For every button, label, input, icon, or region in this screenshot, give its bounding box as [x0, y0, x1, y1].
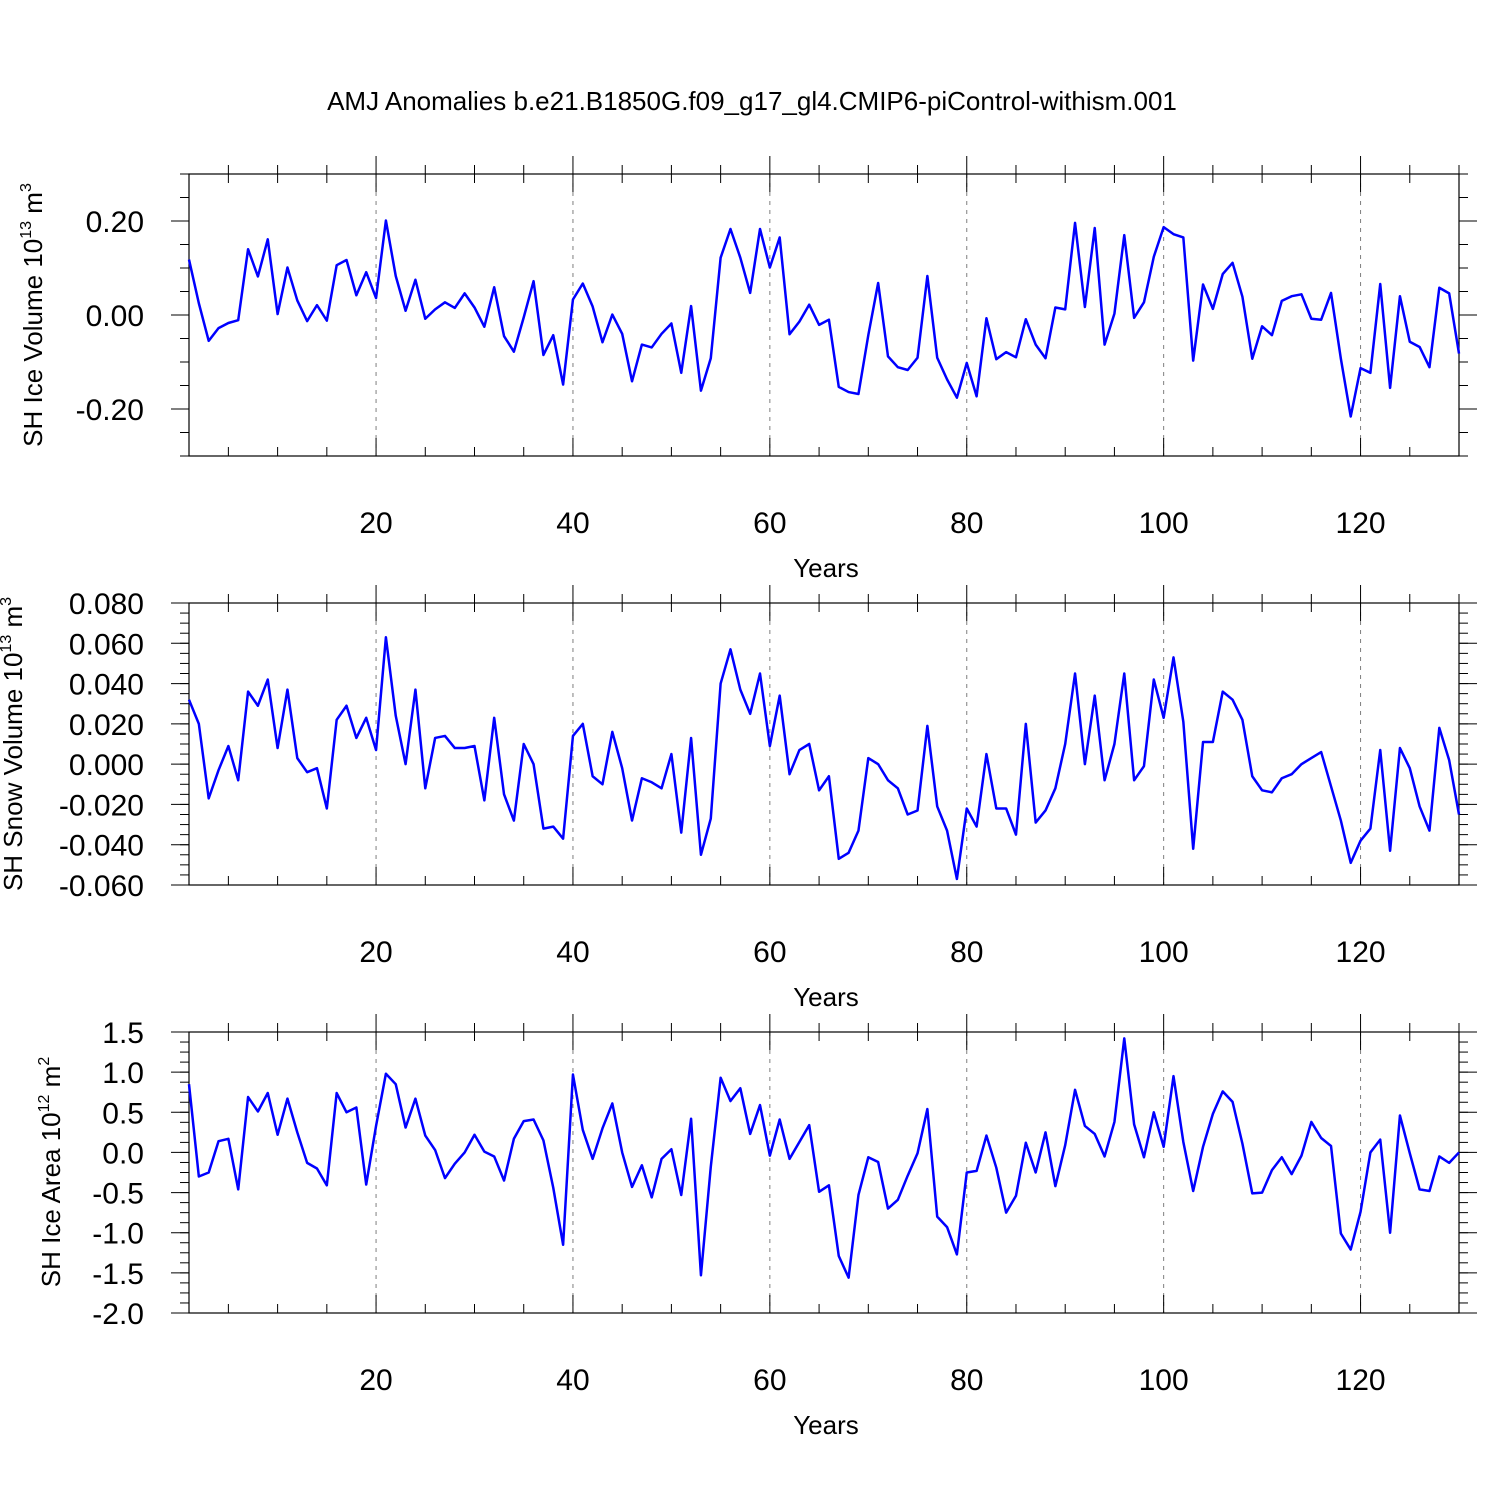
ice-area-y-label-text: SH Ice Area 10	[36, 1112, 66, 1287]
snow-volume-panel: 20 40 60 80 100 120 -0.060 -0.040 -0.020 0.000 0.0…	[0, 585, 1477, 1012]
ice-area-x-tick-label: 80	[950, 1364, 983, 1397]
ice-area-y-label-superscript: 12	[36, 1094, 53, 1112]
ice-volume-x-tick-label: 100	[1139, 507, 1189, 540]
snow-volume-y-label-text: m	[0, 606, 28, 635]
ice-area-panel: 20 40 60 80 100 120 -2.0 -1.5 -1.0 -0.5 0.0 0.5 1.0 1…	[36, 1014, 1477, 1440]
ice-volume-y-label-superscript: 13	[18, 221, 35, 239]
snow-volume-x-tick-label: 60	[753, 936, 786, 969]
snow-volume-x-tick-label: 20	[359, 936, 392, 969]
ice-volume-y-label-text: m	[18, 192, 48, 221]
ice-area-y-axis-label: SH Ice Area 1012 m2	[36, 1057, 66, 1288]
ice-volume-y-tick-label: 0.00	[86, 300, 144, 333]
ice-area-x-tick-label: 120	[1336, 1364, 1386, 1397]
ice-area-y-tick-label: -1.5	[92, 1258, 144, 1291]
snow-volume-y-tick-label: -0.060	[59, 870, 144, 903]
ice-volume-x-axis-label: Years	[793, 553, 859, 583]
snow-volume-y-tick-label: 0.040	[69, 669, 144, 702]
snow-volume-y-tick-label: 0.020	[69, 709, 144, 742]
snow-volume-x-axis-label: Years	[793, 982, 859, 1012]
ice-area-x-tick-label: 40	[556, 1364, 589, 1397]
ice-volume-panel: 20 40 60 80 100 120 -0.20 0.00 0.20 Years SH Ice V…	[18, 156, 1477, 583]
ice-volume-y-label-superscript: 3	[18, 183, 35, 192]
ice-volume-x-tick-label: 60	[753, 507, 786, 540]
ice-area-y-tick-label: -2.0	[92, 1298, 144, 1331]
ice-area-y-label-superscript: 2	[36, 1057, 53, 1066]
ice-volume-y-label-text: SH Ice Volume 10	[18, 239, 48, 447]
snow-volume-y-tick-label: 0.000	[69, 749, 144, 782]
snow-volume-x-tick-label: 120	[1336, 936, 1386, 969]
ice-area-y-tick-label: -0.5	[92, 1178, 144, 1211]
ice-volume-plot-frame	[188, 173, 1460, 457]
snow-volume-x-tick-label: 40	[556, 936, 589, 969]
snow-volume-y-tick-label: -0.040	[59, 830, 144, 863]
snow-volume-plot-frame	[188, 602, 1460, 886]
ice-volume-y-tick-label: -0.20	[76, 394, 144, 427]
ice-volume-y-tick-label: 0.20	[86, 206, 144, 239]
ice-area-plot-frame	[188, 1031, 1460, 1314]
ice-volume-x-tick-label: 20	[359, 507, 392, 540]
figure-title: AMJ Anomalies b.e21.B1850G.f09_g17_gl4.C…	[327, 86, 1177, 116]
ice-area-y-tick-label: 0.5	[102, 1097, 144, 1130]
ice-volume-x-tick-label: 120	[1336, 507, 1386, 540]
snow-volume-x-tick-label: 100	[1139, 936, 1189, 969]
ice-volume-x-tick-label: 40	[556, 507, 589, 540]
ice-area-y-tick-label: 1.0	[102, 1057, 144, 1090]
snow-volume-y-tick-label: -0.020	[59, 789, 144, 822]
snow-volume-y-axis-label: SH Snow Volume 1013 m3	[0, 597, 28, 891]
snow-volume-y-tick-label: 0.060	[69, 628, 144, 661]
snow-volume-y-label-text: SH Snow Volume 10	[0, 653, 28, 891]
ice-volume-series-line	[187, 219, 1461, 418]
snow-volume-series-line	[187, 635, 1461, 881]
ice-area-y-label-text: m	[36, 1066, 66, 1095]
snow-volume-y-label-superscript: 13	[0, 635, 15, 653]
ice-area-x-tick-label: 100	[1139, 1364, 1189, 1397]
ice-area-x-axis-label: Years	[793, 1410, 859, 1440]
snow-volume-y-label-superscript: 3	[0, 597, 15, 606]
ice-area-y-tick-label: -1.0	[92, 1218, 144, 1251]
ice-area-x-tick-label: 20	[359, 1364, 392, 1397]
ice-volume-x-tick-label: 80	[950, 507, 983, 540]
ice-volume-y-axis-label: SH Ice Volume 1013 m3	[18, 183, 48, 447]
ice-area-x-tick-label: 60	[753, 1364, 786, 1397]
snow-volume-y-tick-label: 0.080	[69, 588, 144, 621]
ice-area-y-tick-label: 1.5	[102, 1017, 144, 1050]
ice-area-series-line	[187, 1037, 1460, 1279]
snow-volume-x-tick-label: 80	[950, 936, 983, 969]
ice-area-y-tick-label: 0.0	[102, 1137, 144, 1170]
